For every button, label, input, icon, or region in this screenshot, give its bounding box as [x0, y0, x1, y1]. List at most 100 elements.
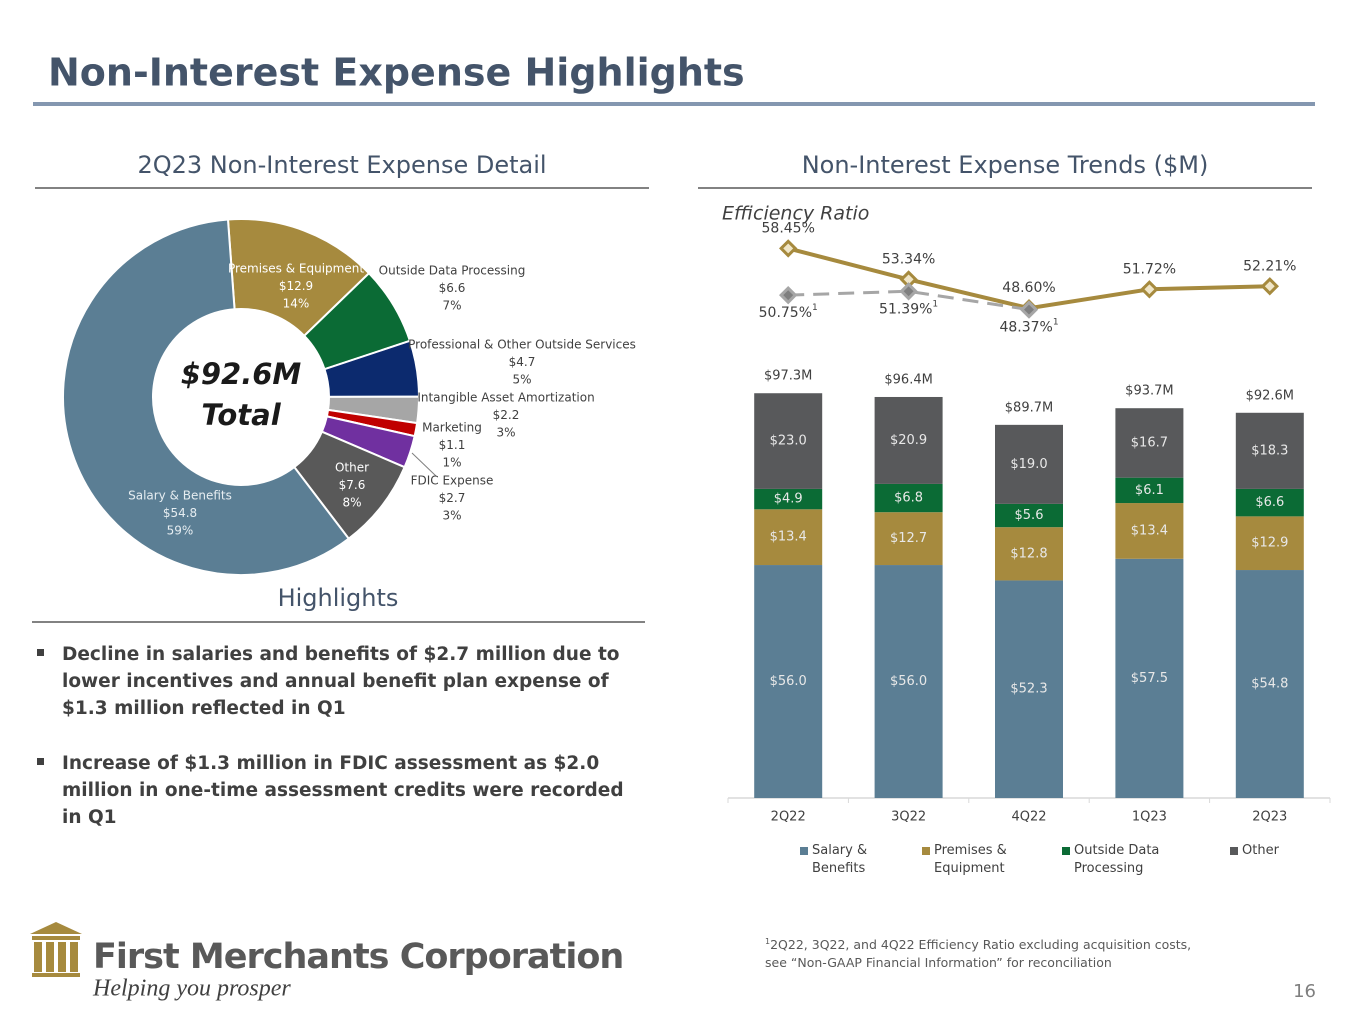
bar-segment	[874, 396, 943, 484]
bar-segment	[1235, 488, 1304, 517]
slice-label: 14%	[283, 297, 310, 311]
bullet-text: Decline in salaries and benefits of $2.7…	[62, 644, 620, 719]
x-tick-label: 2Q23	[1252, 810, 1287, 825]
donut-total-caption: Total	[201, 398, 281, 432]
logo-name: First Merchants Corporation	[93, 937, 623, 977]
slice-label: $54.8	[163, 506, 197, 520]
slice-label: Salary & Benefits	[128, 489, 232, 503]
bar-label: $56.0	[770, 674, 807, 689]
slice-label: Intangible Asset Amortization	[417, 391, 594, 405]
slice-label: Marketing	[422, 421, 482, 435]
ratio-marker	[1019, 300, 1039, 319]
slice-label: 1%	[442, 456, 461, 470]
bar-segment	[874, 483, 943, 513]
ratio-value: 52.21%	[1243, 258, 1296, 274]
bar-label: $54.8	[1251, 677, 1288, 692]
ratio-marker	[779, 239, 798, 258]
bar-segment	[1115, 477, 1184, 504]
bar-label: $13.4	[770, 530, 807, 545]
ratio-marker	[1140, 280, 1159, 299]
ratio-line	[788, 289, 1030, 312]
bar-label: $5.6	[1015, 508, 1044, 523]
bar-label: $12.8	[1010, 546, 1047, 561]
bar-segment	[1235, 516, 1304, 571]
x-tick-label: 2Q22	[771, 810, 806, 825]
bar-segment	[754, 565, 823, 798]
donut-slice	[62, 218, 351, 576]
slice-label: Professional & Other Outside Services	[408, 338, 636, 352]
footnote: 12Q22, 3Q22, and 4Q22 Efficiency Ratio e…	[765, 933, 1205, 972]
slice-label: 59%	[167, 524, 194, 538]
slice-label: 5%	[512, 373, 531, 387]
x-tick-label: 3Q22	[891, 810, 926, 825]
bar-segment	[754, 509, 823, 566]
bar-segment	[1235, 412, 1304, 489]
logo-icon	[30, 922, 82, 977]
bar-segment	[754, 393, 823, 489]
legend-label: Premises & Equipment	[934, 843, 1007, 876]
bullet-text: Increase of $1.3 million in FDIC assessm…	[62, 753, 624, 828]
x-tick-label: 4Q22	[1011, 810, 1046, 825]
ratio-value: 58.45%	[762, 220, 815, 236]
ratio-marker	[899, 282, 918, 301]
slice-label: $6.6	[439, 281, 466, 295]
section-title: 2Q23 Non-Interest Expense Detail	[137, 151, 546, 179]
slice-label: $7.6	[339, 478, 366, 492]
total-label: $92.6M	[1246, 388, 1294, 403]
bar-label: $20.9	[890, 433, 927, 448]
legend-swatch	[1230, 847, 1238, 855]
page-number: 16	[1293, 981, 1316, 1002]
legend-item: Other	[1230, 842, 1330, 860]
legend-label: Other	[1242, 843, 1279, 858]
slice-label: $2.7	[439, 491, 466, 505]
ratio-marker	[899, 270, 918, 289]
footnote-marker: 1	[765, 937, 771, 946]
legend-swatch	[1062, 847, 1070, 855]
slice-label: $4.7	[509, 355, 536, 369]
footnote-text: 2Q22, 3Q22, and 4Q22 Efficiency Ratio ex…	[765, 937, 1192, 971]
ratio-label: 48.60%	[1002, 280, 1055, 296]
legend-swatch	[922, 847, 930, 855]
bar-segment	[1115, 408, 1184, 478]
bar-segment	[1115, 558, 1184, 798]
donut-total: $92.6M	[181, 357, 302, 391]
total-label: $97.3M	[764, 369, 812, 384]
bar-label: $12.9	[1251, 536, 1288, 551]
ratio-marker	[779, 285, 798, 305]
legend-label: Salary & Benefits	[812, 843, 868, 876]
bar-label: $19.0	[1010, 457, 1047, 472]
section-title: Non-Interest Expense Trends ($M)	[802, 151, 1209, 179]
legend-item: Premises & Equipment	[922, 842, 1022, 878]
ratio-label: 52.21%	[1243, 258, 1296, 274]
bar-label: $57.5	[1131, 671, 1168, 686]
slide-title: Non-Interest Expense Highlights	[48, 51, 745, 95]
logo-tagline: Helping you prosper	[92, 976, 291, 1002]
bar-segment	[874, 512, 943, 566]
ratio-value: 51.72%	[1123, 261, 1176, 277]
bar-segment	[995, 580, 1063, 798]
slice-label: $1.1	[439, 438, 466, 452]
ratio-label: 50.75%1	[759, 303, 818, 322]
bar-segment	[1235, 570, 1304, 798]
slice-label: Other	[335, 461, 369, 475]
bar-segment	[874, 565, 943, 798]
ratio-value: 53.34%	[882, 251, 935, 267]
bar-segment	[754, 488, 823, 510]
bar-segment	[995, 424, 1063, 504]
slice-label: 3%	[496, 426, 515, 440]
footnote-marker: 1	[1053, 317, 1059, 327]
ratio-label: 58.45%	[762, 220, 815, 236]
slice-label: 7%	[442, 299, 461, 313]
bar-label: $6.6	[1255, 495, 1284, 510]
bar-label: $12.7	[890, 531, 927, 546]
bullet-marker	[37, 758, 44, 765]
x-tick-label: 1Q23	[1132, 810, 1167, 825]
slice-label: 3%	[442, 509, 461, 523]
footnote-marker: 1	[932, 299, 938, 309]
legend-item: Outside Data Processing	[1062, 842, 1162, 878]
ratio-value: 50.75%	[759, 305, 812, 321]
bar-label: $6.1	[1135, 483, 1164, 498]
section-title: Highlights	[278, 584, 399, 612]
bar-label: $6.8	[894, 491, 923, 506]
